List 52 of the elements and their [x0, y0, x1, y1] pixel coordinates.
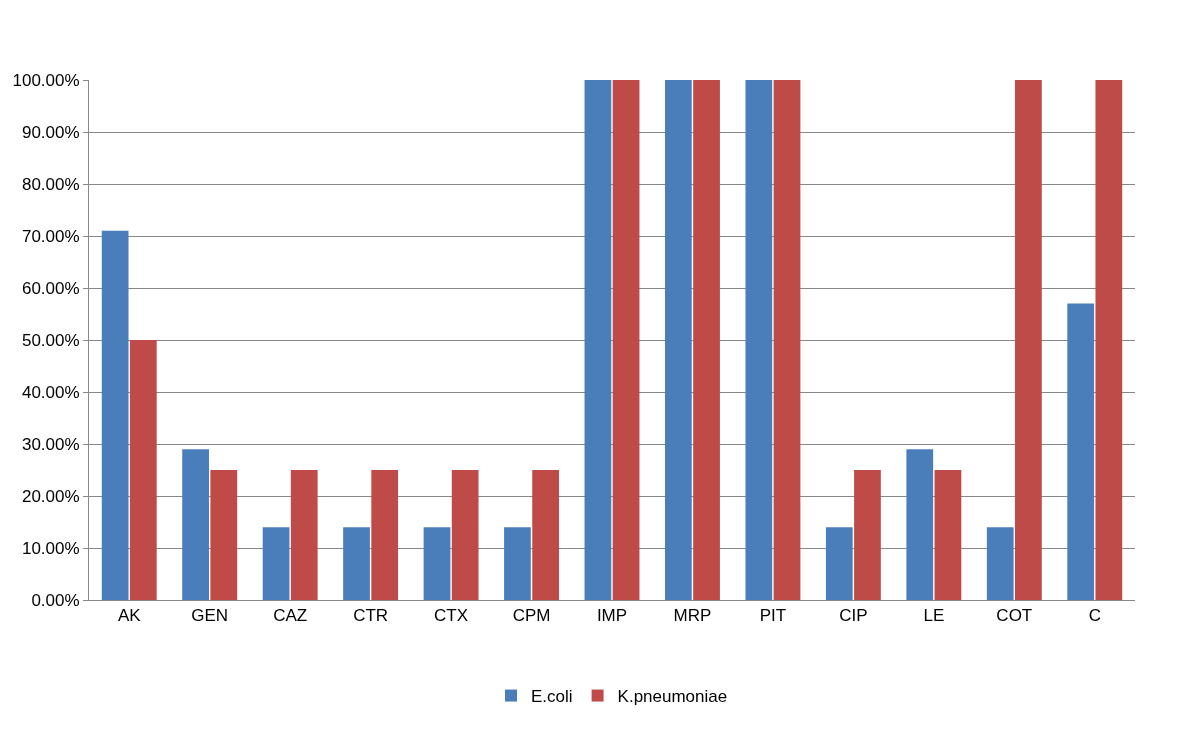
bar [584, 80, 612, 600]
x-tick-label: CAZ [273, 606, 308, 626]
bar [665, 80, 692, 600]
bar [532, 470, 559, 600]
bar [934, 470, 962, 600]
bar [854, 470, 881, 600]
bar [773, 80, 801, 600]
y-tick-label: 0.00% [31, 590, 80, 610]
x-tick-label: LE [923, 606, 945, 626]
bar [371, 470, 399, 600]
y-tick-label: 100.00% [12, 70, 80, 90]
y-tick-label: 80.00% [21, 174, 80, 194]
x-tick-label: MRP [673, 606, 712, 626]
y-tick-label: 60.00% [21, 278, 80, 298]
bar [290, 470, 318, 600]
x-tick-label: AK [117, 606, 142, 626]
bar [906, 449, 934, 600]
bar [423, 527, 451, 600]
bar [504, 527, 531, 600]
bar [210, 470, 238, 600]
legend-label: K.pneumoniae [617, 687, 728, 707]
bar [825, 527, 853, 600]
bar [101, 230, 129, 600]
bar [262, 527, 290, 600]
x-tick-label: IMP [596, 606, 628, 626]
bar [451, 470, 479, 600]
y-tick-label: 90.00% [21, 122, 80, 142]
y-tick-label: 30.00% [21, 434, 80, 454]
x-tick-label: CPM [512, 606, 551, 626]
bar [745, 80, 773, 600]
x-tick-label: GEN [191, 606, 229, 626]
bar [182, 449, 209, 600]
y-tick-label: 10.00% [21, 538, 80, 558]
bar [1095, 80, 1123, 600]
x-tick-label: C [1088, 606, 1101, 626]
x-tick-label: PIT [759, 606, 787, 626]
y-tick-label: 50.00% [21, 330, 80, 350]
bar [693, 80, 720, 600]
x-tick-label: CTX [434, 606, 469, 626]
x-tick-label: CTR [353, 606, 389, 626]
legend-label: E.coli [531, 687, 573, 707]
y-tick-label: 70.00% [21, 226, 80, 246]
y-tick-label: 40.00% [21, 382, 80, 402]
bar [1067, 303, 1095, 600]
bar [343, 527, 370, 600]
y-tick-label: 20.00% [21, 486, 80, 506]
bar [986, 527, 1014, 600]
x-tick-label: CIP [839, 606, 868, 626]
bar [1015, 80, 1042, 600]
x-tick-label: COT [996, 606, 1033, 626]
bar [612, 80, 640, 600]
bar [129, 340, 157, 600]
